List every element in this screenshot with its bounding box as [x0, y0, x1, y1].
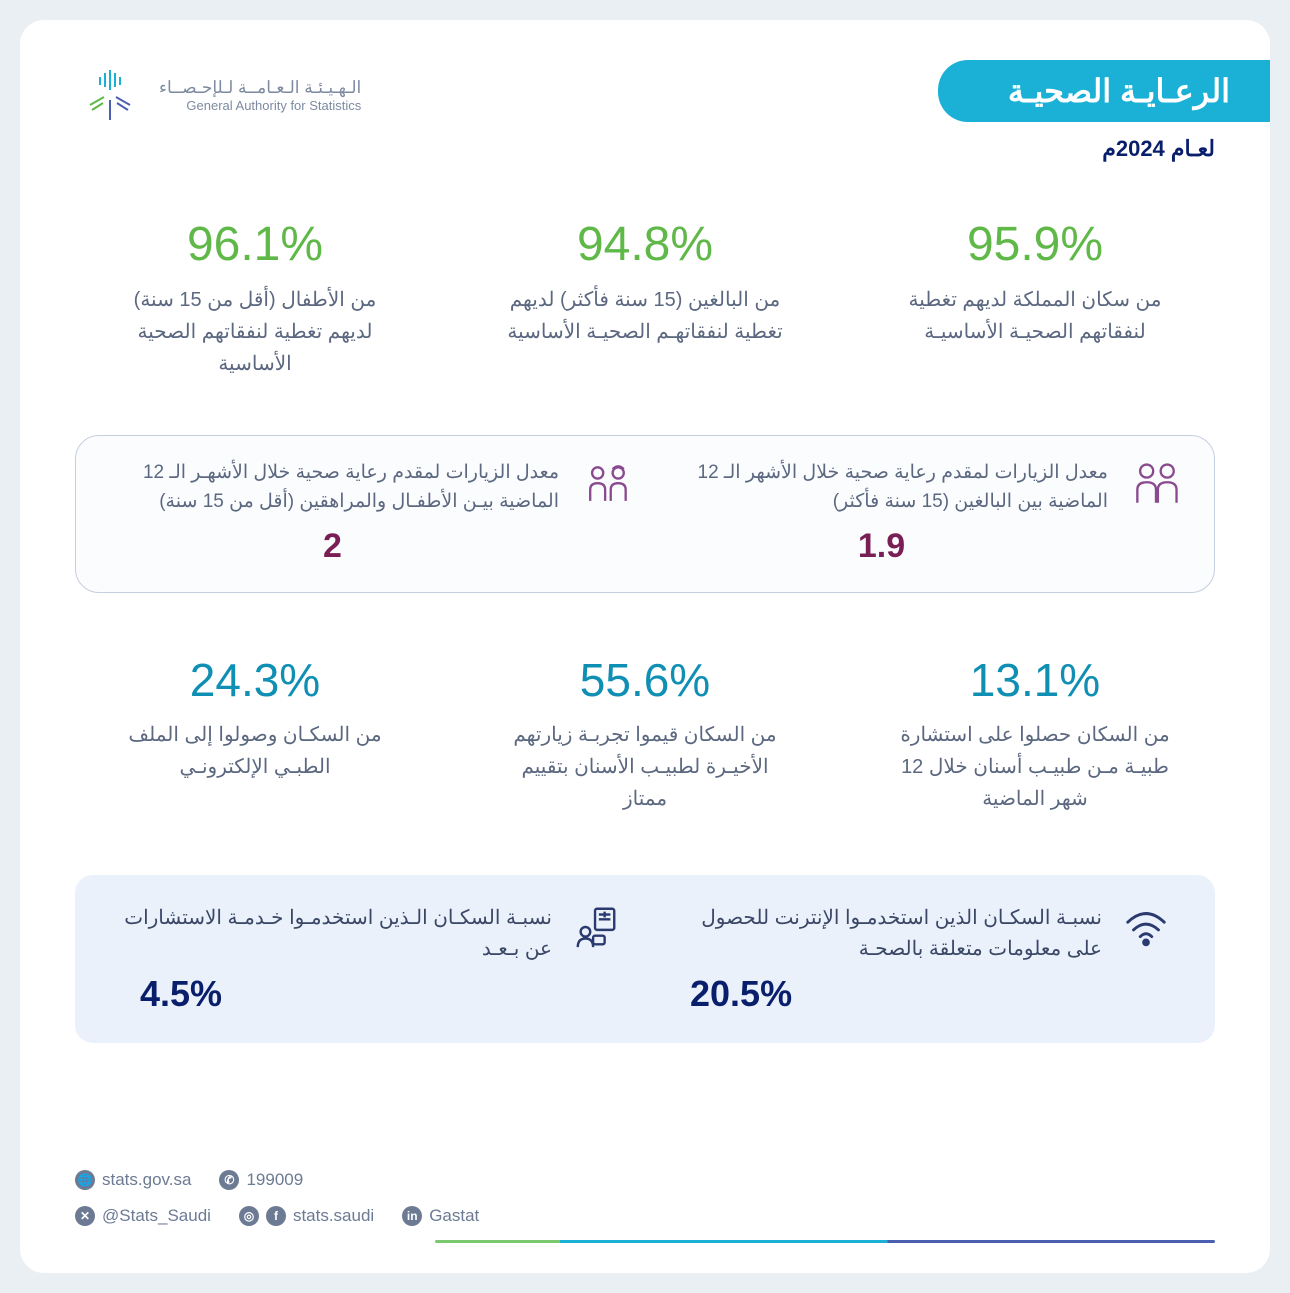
visit-body: معدل الزيارات لمقدم رعاية صحية خلال الأش… [655, 458, 1108, 566]
logo-text: الـهـيـئـة الـعـامــة لـلإحـصــاء Genera… [159, 78, 361, 113]
stat-value: 24.3% [75, 653, 435, 707]
visit-value: 2 [106, 527, 559, 566]
adults-icon [1124, 458, 1184, 518]
stat-item: 24.3% من السكـان وصولوا إلى الملف الطبـي… [75, 653, 435, 815]
footer: 🌐 stats.gov.sa ✆ 199009 ✕ @Stats_Saudi ◎… [75, 1170, 1215, 1243]
footer-link-text: @Stats_Saudi [102, 1206, 211, 1226]
footer-link-text: 199009 [246, 1170, 303, 1190]
children-icon [575, 458, 635, 518]
stat-desc: من السكـان وصولوا إلى الملف الطبـي الإلك… [110, 719, 400, 783]
top-stats-row: 95.9% من سكان المملكة لديهم تغطية لنفقات… [75, 217, 1215, 380]
phone-icon: ✆ [219, 1170, 239, 1190]
logo-text-ar: الـهـيـئـة الـعـامــة لـلإحـصــاء [159, 78, 361, 98]
bg-desc: نسبـة السكـان الـذين استخدمـوا خـدمـة ال… [120, 903, 552, 965]
title-pill: الرعـايـة الصحيـة [938, 60, 1270, 122]
stat-value: 95.9% [855, 217, 1215, 272]
teal-stats-row: 13.1% من السكان حصلوا على استشارة طبيـة … [75, 653, 1215, 815]
stat-desc: من البالغين (15 سنة فأكثر) لديهم تغطية ل… [500, 284, 790, 348]
footer-link-web[interactable]: 🌐 stats.gov.sa [75, 1170, 191, 1190]
visit-desc: معدل الزيارات لمقدم رعاية صحية خلال الأش… [655, 458, 1108, 517]
stat-desc: من السكان حصلوا على استشارة طبيـة مـن طب… [890, 719, 1180, 815]
globe-icon: 🌐 [75, 1170, 95, 1190]
wifi-icon [1120, 903, 1170, 953]
stat-item: 95.9% من سكان المملكة لديهم تغطية لنفقات… [855, 217, 1215, 380]
x-icon: ✕ [75, 1206, 95, 1226]
bg-body: نسبـة السكـان الذين استخدمـوا الإنترنت ل… [670, 903, 1102, 1015]
stat-value: 13.1% [855, 653, 1215, 707]
stat-desc: من سكان المملكة لديهم تغطية لنفقاتهم الص… [890, 284, 1180, 348]
footer-links: 🌐 stats.gov.sa ✆ 199009 ✕ @Stats_Saudi ◎… [75, 1170, 1215, 1226]
logo-mark-icon [75, 60, 145, 130]
logo-text-en: General Authority for Statistics [159, 98, 361, 113]
footer-link-x[interactable]: ✕ @Stats_Saudi [75, 1206, 211, 1226]
visit-body: معدل الزيارات لمقدم رعاية صحية خلال الأش… [106, 458, 559, 566]
telemedicine-icon [570, 903, 620, 953]
header-row: الرعـايـة الصحيـة [75, 60, 1215, 130]
internet-panel: نسبـة السكـان الذين استخدمـوا الإنترنت ل… [75, 875, 1215, 1043]
stat-item: 55.6% من السكان قيموا تجربـة زيارتهم الأ… [465, 653, 825, 815]
stat-desc: من الأطفال (أقل من 15 سنة) لديهم تغطية ل… [110, 284, 400, 380]
visit-item: معدل الزيارات لمقدم رعاية صحية خلال الأش… [106, 458, 635, 566]
linkedin-icon: in [402, 1206, 422, 1226]
infographic-page: الرعـايـة الصحيـة [20, 20, 1270, 1273]
bg-item: نسبـة السكـان الـذين استخدمـوا خـدمـة ال… [120, 903, 620, 1015]
footer-link-phone[interactable]: ✆ 199009 [219, 1170, 303, 1190]
stat-desc: من السكان قيموا تجربـة زيارتهم الأخيـرة … [500, 719, 790, 815]
instagram-icon: ◎ [239, 1206, 259, 1226]
stat-item: 94.8% من البالغين (15 سنة فأكثر) لديهم ت… [465, 217, 825, 380]
subtitle: لعـام 2024م [75, 136, 1215, 162]
footer-link-text: Gastat [429, 1206, 479, 1226]
visit-item: معدل الزيارات لمقدم رعاية صحية خلال الأش… [655, 458, 1184, 566]
footer-link-text: stats.gov.sa [102, 1170, 191, 1190]
visits-card: معدل الزيارات لمقدم رعاية صحية خلال الأش… [75, 435, 1215, 593]
footer-link-ig-fb[interactable]: ◎ f stats.saudi [239, 1206, 374, 1226]
stat-item: 96.1% من الأطفال (أقل من 15 سنة) لديهم ت… [75, 217, 435, 380]
footer-link-text: stats.saudi [293, 1206, 374, 1226]
bg-item: نسبـة السكـان الذين استخدمـوا الإنترنت ل… [670, 903, 1170, 1015]
stat-value: 96.1% [75, 217, 435, 272]
bg-desc: نسبـة السكـان الذين استخدمـوا الإنترنت ل… [670, 903, 1102, 965]
stat-value: 94.8% [465, 217, 825, 272]
facebook-icon: f [266, 1206, 286, 1226]
footer-link-linkedin[interactable]: in Gastat [402, 1206, 479, 1226]
visit-desc: معدل الزيارات لمقدم رعاية صحية خلال الأش… [106, 458, 559, 517]
bg-value: 4.5% [120, 973, 552, 1015]
bg-body: نسبـة السكـان الـذين استخدمـوا خـدمـة ال… [120, 903, 552, 1015]
stat-item: 13.1% من السكان حصلوا على استشارة طبيـة … [855, 653, 1215, 815]
footer-divider [435, 1240, 1215, 1243]
bg-value: 20.5% [670, 973, 1102, 1015]
logo-block: الـهـيـئـة الـعـامــة لـلإحـصــاء Genera… [75, 60, 361, 130]
visit-value: 1.9 [655, 527, 1108, 566]
stat-value: 55.6% [465, 653, 825, 707]
